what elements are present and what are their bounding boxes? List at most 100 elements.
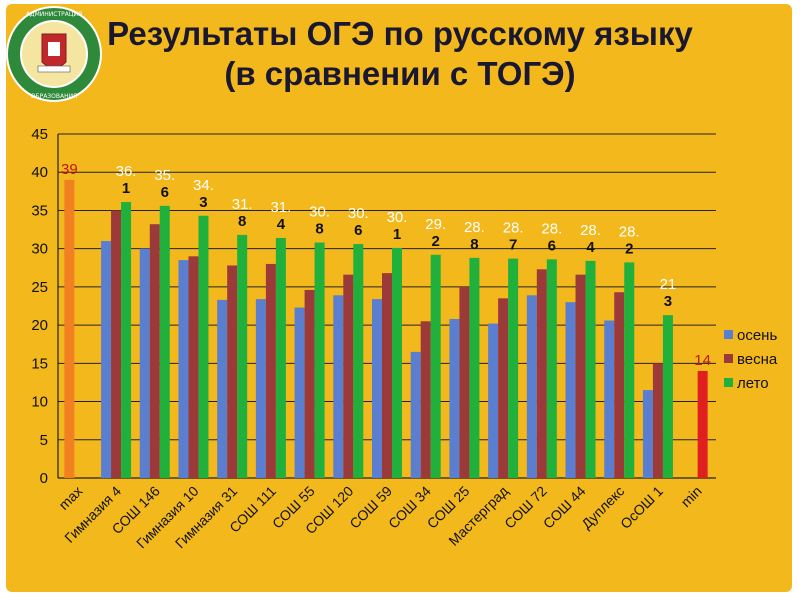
data-label-summer: 31. xyxy=(270,199,291,216)
data-label-summer: 28. xyxy=(541,220,562,237)
data-label-max: 39 xyxy=(61,161,78,178)
bar-summer xyxy=(546,259,557,478)
data-label-summer: 2 xyxy=(432,233,440,250)
bar-autumn xyxy=(526,295,537,478)
data-label-summer: 21 xyxy=(660,276,677,293)
y-tick-label: 10 xyxy=(31,394,48,411)
data-label-summer: 8 xyxy=(315,221,323,238)
bar-autumn xyxy=(333,295,344,478)
bar-autumn xyxy=(139,248,150,478)
data-label-summer: 35. xyxy=(154,167,175,184)
x-tick-label: max xyxy=(55,483,85,513)
bar-summer xyxy=(237,234,248,478)
bar-spring xyxy=(575,274,586,478)
data-label-summer: 2 xyxy=(625,240,633,257)
bar-spring xyxy=(652,363,663,478)
legend-label: осень xyxy=(737,327,777,344)
data-label-summer: 30. xyxy=(348,205,369,222)
bar-spring xyxy=(304,289,315,478)
bar-autumn xyxy=(294,307,305,478)
data-label-summer: 4 xyxy=(586,239,595,256)
bar-min xyxy=(697,370,708,478)
bar-autumn xyxy=(449,318,460,478)
data-label-summer: 1 xyxy=(122,180,130,197)
legend-swatch xyxy=(724,354,733,363)
bar-summer xyxy=(275,237,286,478)
legend-swatch xyxy=(724,330,733,339)
y-tick-label: 0 xyxy=(40,470,48,487)
svg-text:ОБРАЗОВАНИЯ: ОБРАЗОВАНИЯ xyxy=(31,93,78,100)
bar-autumn xyxy=(178,260,189,478)
legend-swatch xyxy=(724,378,733,387)
data-label-summer: 6 xyxy=(548,237,556,254)
bar-autumn xyxy=(372,299,382,478)
bar-summer xyxy=(353,244,364,478)
bar-summer xyxy=(430,254,441,478)
bar-summer xyxy=(469,257,480,478)
legend-label: весна xyxy=(737,351,778,368)
data-label-summer: 30. xyxy=(309,204,330,221)
data-label-min: 14 xyxy=(694,352,711,369)
title-line-1: Результаты ОГЭ по русскому языку xyxy=(107,15,693,52)
data-label-summer: 4 xyxy=(277,216,286,233)
data-label-summer: 28. xyxy=(503,220,524,237)
bar-autumn xyxy=(255,299,266,478)
data-label-summer: 34. xyxy=(193,177,214,194)
bar-summer xyxy=(508,258,519,478)
city-emblem-logo: АДМИНИСТРАЦИЯ ОБРАЗОВАНИЯ xyxy=(6,6,102,102)
data-label-summer: 3 xyxy=(199,194,207,211)
bar-summer xyxy=(198,215,209,478)
data-label-summer: 28. xyxy=(580,222,601,239)
data-label-summer: 28. xyxy=(619,223,640,240)
bar-spring xyxy=(536,269,547,478)
bar-autumn xyxy=(217,299,228,478)
bar-autumn xyxy=(565,302,576,478)
bar-summer xyxy=(624,262,635,478)
bar-spring xyxy=(343,274,354,478)
bar-summer xyxy=(159,205,170,478)
y-tick-label: 25 xyxy=(31,279,48,296)
bar-spring xyxy=(149,224,160,478)
bar-spring xyxy=(614,292,625,478)
data-label-summer: 7 xyxy=(509,237,517,254)
bar-spring xyxy=(498,298,509,478)
data-label-summer: 8 xyxy=(238,213,246,230)
data-label-summer: 28. xyxy=(464,219,485,236)
bar-spring xyxy=(459,286,470,478)
data-label-summer: 6 xyxy=(161,184,169,201)
data-label-summer: 36. xyxy=(116,163,137,180)
bar-summer xyxy=(121,202,132,478)
bar-summer xyxy=(392,247,402,478)
bar-spring xyxy=(382,273,392,478)
bar-spring xyxy=(111,210,122,478)
bar-autumn xyxy=(488,323,499,478)
data-label-summer: 6 xyxy=(354,222,362,239)
y-tick-label: 30 xyxy=(31,241,48,258)
data-label-summer: 30. xyxy=(387,209,408,226)
bar-autumn xyxy=(410,351,421,478)
svg-text:АДМИНИСТРАЦИЯ: АДМИНИСТРАЦИЯ xyxy=(26,11,82,18)
bar-autumn xyxy=(642,390,653,478)
x-tick-label: ОсОШ 1 xyxy=(617,483,666,532)
bar-autumn xyxy=(101,241,112,478)
x-tick-label: min xyxy=(678,483,705,510)
bar-autumn xyxy=(604,320,615,478)
data-label-summer: 3 xyxy=(664,293,672,310)
y-tick-label: 45 xyxy=(31,126,48,143)
bar-spring xyxy=(227,265,238,478)
y-tick-label: 5 xyxy=(40,432,48,449)
legend-label: лето xyxy=(737,375,769,392)
bar-summer xyxy=(314,242,325,478)
data-label-summer: 31. xyxy=(232,196,253,213)
title-line-2: (в сравнении с ТОГЭ) xyxy=(224,55,576,92)
bar-summer xyxy=(585,260,596,478)
data-label-summer: 1 xyxy=(393,226,401,243)
data-label-summer: 29. xyxy=(425,216,446,233)
bar-spring xyxy=(265,263,276,478)
data-label-summer: 8 xyxy=(470,236,478,253)
bar-spring xyxy=(188,256,199,478)
page-title: Результаты ОГЭ по русскому языку (в срав… xyxy=(0,14,800,94)
bar-spring xyxy=(420,321,431,478)
y-tick-label: 20 xyxy=(31,317,48,334)
y-tick-label: 35 xyxy=(31,202,48,219)
